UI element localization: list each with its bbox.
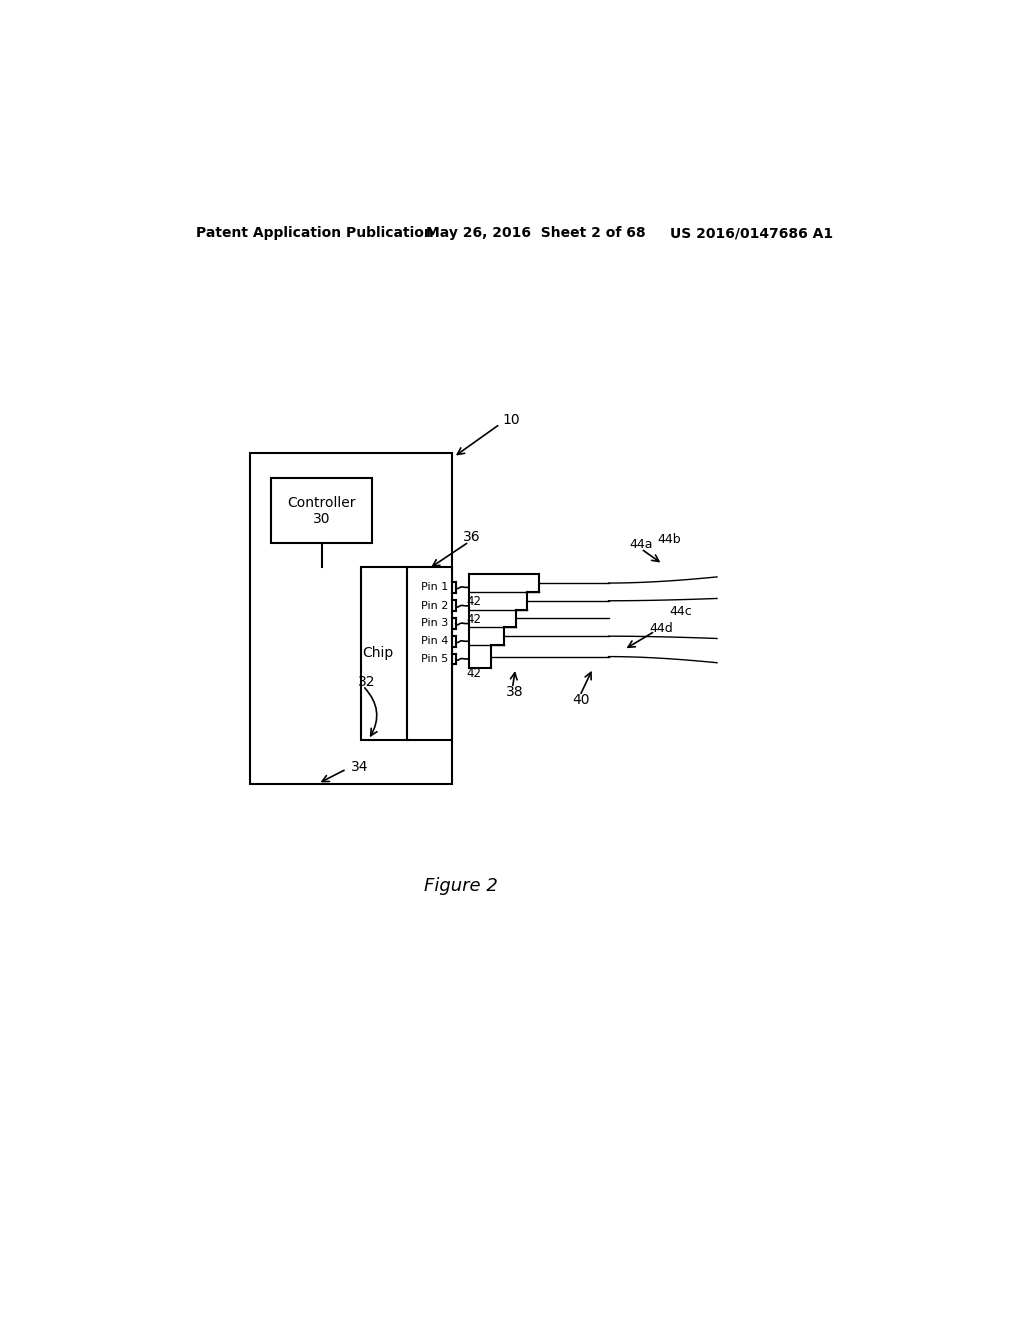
Text: Pin 5: Pin 5: [421, 653, 449, 664]
Text: Figure 2: Figure 2: [424, 876, 499, 895]
Text: Controller
30: Controller 30: [288, 495, 356, 525]
Text: Pin 1: Pin 1: [421, 582, 449, 593]
Text: 44a: 44a: [630, 539, 653, 552]
Text: 34: 34: [351, 760, 369, 774]
Text: 42: 42: [466, 595, 481, 609]
Text: Pin 4: Pin 4: [421, 636, 449, 647]
Text: 44c: 44c: [669, 605, 691, 618]
Text: 42: 42: [466, 667, 481, 680]
Text: 38: 38: [506, 685, 524, 700]
Text: Chip: Chip: [362, 645, 394, 660]
Text: 10: 10: [503, 413, 520, 428]
Text: 42: 42: [466, 614, 481, 627]
Text: 44d: 44d: [649, 622, 674, 635]
Text: 44b: 44b: [657, 533, 681, 546]
Bar: [360, 566, 452, 739]
Bar: [271, 478, 372, 544]
Text: Patent Application Publication: Patent Application Publication: [197, 226, 434, 240]
Text: 40: 40: [572, 693, 590, 706]
Text: US 2016/0147686 A1: US 2016/0147686 A1: [671, 226, 834, 240]
Text: 36: 36: [463, 531, 480, 544]
Text: Pin 2: Pin 2: [421, 601, 449, 611]
Text: May 26, 2016  Sheet 2 of 68: May 26, 2016 Sheet 2 of 68: [426, 226, 646, 240]
Text: Pin 3: Pin 3: [421, 619, 449, 628]
Text: 32: 32: [358, 675, 376, 689]
Bar: [251, 453, 452, 784]
